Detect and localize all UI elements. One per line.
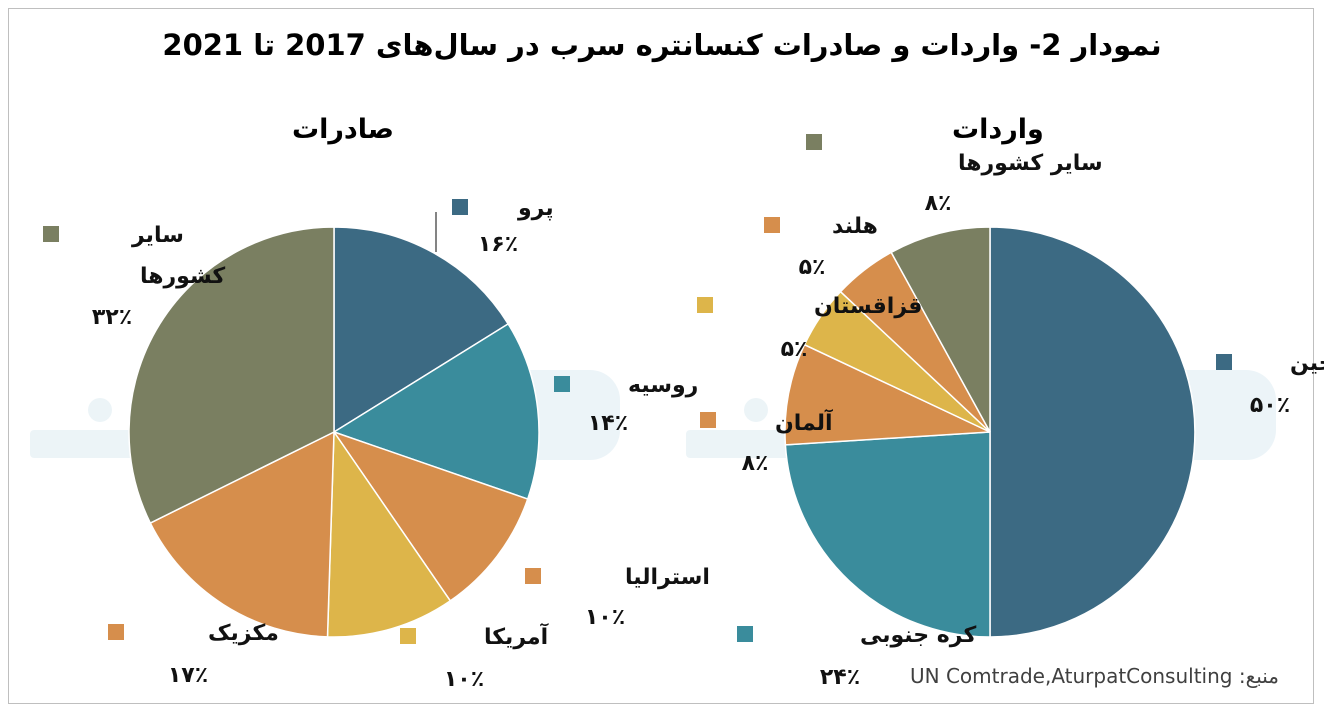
exports-slice-label: استرالیا <box>625 565 710 590</box>
source-note: منبع: UN Comtrade,AturpatConsulting <box>910 664 1279 688</box>
exports-slice-label: کشورها <box>140 264 225 289</box>
exports-pie-slice-1 <box>332 322 540 501</box>
imports-pie-slice-2 <box>784 343 991 446</box>
exports-legend-swatch <box>400 628 416 644</box>
exports-slice-label: روسیه <box>628 373 698 398</box>
exports-slice-value: ۱۴٪ <box>588 411 628 436</box>
imports-slice-label: کره جنوبی <box>860 623 976 648</box>
chart-title: نمودار 2- واردات و صادرات کنسانتره سرب د… <box>162 28 1162 62</box>
exports-pie-slice-0 <box>333 226 510 434</box>
imports-legend-swatch <box>737 626 753 642</box>
imports-legend-swatch <box>806 134 822 150</box>
exports-legend-swatch <box>525 568 541 584</box>
exports-pie-slice-4 <box>149 430 335 638</box>
exports-pie-title: صادرات <box>292 114 395 145</box>
imports-slice-value: ۸٪ <box>925 191 952 216</box>
imports-legend-swatch <box>700 412 716 428</box>
exports-slice-label: پرو <box>517 196 554 221</box>
exports-pie-slice-2 <box>332 430 529 602</box>
exports-slice-value: ۳۲٪ <box>92 305 132 330</box>
imports-slice-label: چین <box>1290 351 1324 376</box>
imports-slice-value: ۵٪ <box>781 337 808 362</box>
imports-slice-value: ۵٪ <box>799 255 826 280</box>
exports-slice-value: ۱۶٪ <box>478 232 518 257</box>
imports-legend-swatch <box>697 297 713 313</box>
exports-slice-value: ۱۰٪ <box>444 667 484 692</box>
exports-pie-slice-5 <box>128 226 335 525</box>
imports-pie-slice-0 <box>989 226 1196 638</box>
exports-legend-swatch <box>554 376 570 392</box>
imports-pie-slice-5 <box>890 226 991 433</box>
exports-slice-label: سایر <box>131 223 184 248</box>
imports-slice-value: ۸٪ <box>742 451 769 476</box>
imports-slice-label: قزاقستان <box>814 294 922 319</box>
exports-legend-swatch <box>452 199 468 215</box>
imports-legend-swatch <box>1216 354 1232 370</box>
imports-pie-slice-1 <box>784 431 991 638</box>
exports-slice-label: آمریکا <box>484 622 549 650</box>
exports-slice-value: ۱۰٪ <box>585 605 625 630</box>
label-layer: پرو۱۶٪روسیه۱۴٪استرالیا۱۰٪آمریکا۱۰٪مکزیک۱… <box>43 134 1324 692</box>
imports-slice-label: آلمان <box>775 408 833 436</box>
exports-slice-value: ۱۷٪ <box>168 663 208 688</box>
exports-legend-swatch <box>108 624 124 640</box>
source-text: UN Comtrade,AturpatConsulting <box>910 664 1233 688</box>
imports-legend-swatch <box>764 217 780 233</box>
exports-pie-slice-3 <box>326 429 452 638</box>
exports-slice-label: مکزیک <box>208 621 279 646</box>
exports-legend-swatch <box>43 226 59 242</box>
imports-pie-title: واردات <box>952 114 1044 145</box>
imports-slice-label: هلند <box>832 214 878 239</box>
imports-slice-label: سایر کشورها <box>958 151 1103 176</box>
imports-slice-value: ۲۴٪ <box>820 665 860 690</box>
imports-slice-value: ۵۰٪ <box>1250 393 1290 418</box>
pie-layer <box>128 226 1196 638</box>
source-label: منبع: <box>1238 664 1280 688</box>
